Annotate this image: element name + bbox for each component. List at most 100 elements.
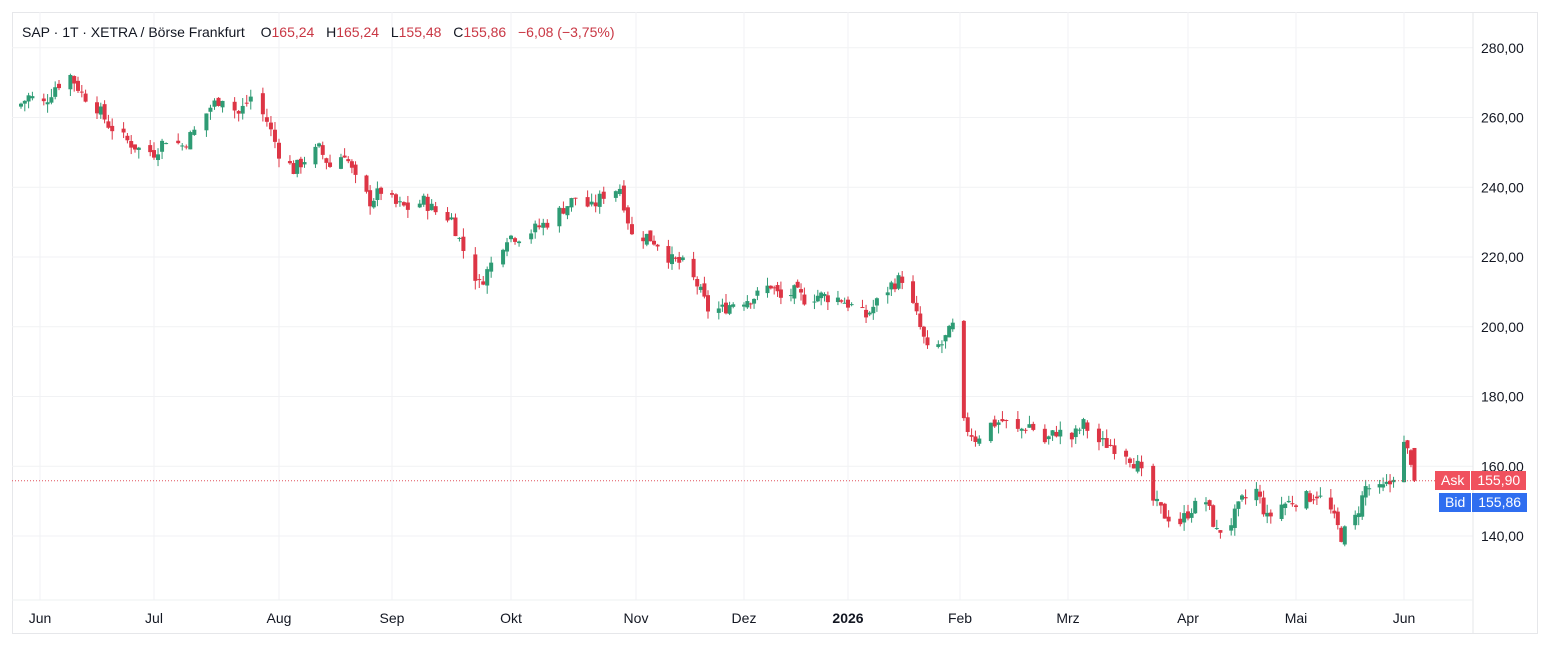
candle-down xyxy=(1031,423,1036,430)
candle-down xyxy=(393,194,398,204)
candle-up xyxy=(613,191,618,198)
candle-down xyxy=(973,436,978,442)
time-tick-label: Jun xyxy=(29,610,52,626)
candle-up xyxy=(541,222,546,228)
candle-down xyxy=(461,236,466,251)
candle-up xyxy=(505,242,510,252)
bid-value: 155,86 xyxy=(1471,492,1528,512)
candle-down xyxy=(298,158,303,168)
candle-up xyxy=(1236,501,1241,509)
candle-up xyxy=(716,308,721,313)
price-axis: 280,00 260,00 240,00 220,00 200,00 180,00 160,… xyxy=(1481,40,1524,544)
price-tick-label: 240,00 xyxy=(1481,179,1524,195)
candle-down xyxy=(655,244,660,247)
candle-down xyxy=(184,146,189,148)
candle-up xyxy=(752,298,757,304)
ask-price-tag: Ask 155,90 xyxy=(1435,470,1527,490)
candle-down xyxy=(621,185,626,211)
symbol-name: SAP xyxy=(22,24,50,40)
candle-up xyxy=(1232,508,1237,528)
candle-up xyxy=(849,304,854,306)
candle-down xyxy=(121,128,126,133)
candle-up xyxy=(529,233,534,240)
candle-up xyxy=(156,154,161,161)
candle-down xyxy=(1408,450,1413,465)
time-tick-label: Mai xyxy=(1285,610,1308,626)
candle-down xyxy=(1085,422,1090,431)
candle-down xyxy=(346,159,351,162)
price-tick-label: 180,00 xyxy=(1481,389,1524,405)
candle-down xyxy=(1218,530,1223,533)
candle-up xyxy=(1193,500,1198,514)
candle-down xyxy=(802,294,807,305)
candle-down xyxy=(236,111,241,114)
candle-down xyxy=(1158,502,1163,506)
candle-down xyxy=(1054,431,1059,437)
candle-down xyxy=(110,125,115,132)
candle-down xyxy=(1104,438,1109,448)
candle-down xyxy=(677,256,682,263)
candle-down xyxy=(961,320,966,419)
candle-up xyxy=(1254,488,1259,501)
candle-up xyxy=(812,301,817,303)
candle-down xyxy=(368,190,373,207)
candle-down xyxy=(706,295,710,312)
candle-down xyxy=(795,281,800,288)
candle-down xyxy=(57,83,61,89)
candle-down xyxy=(152,150,156,158)
candle-down xyxy=(1405,440,1410,449)
time-tick-label: Jul xyxy=(145,610,163,626)
candle-down xyxy=(405,202,410,210)
candle-down xyxy=(477,279,482,281)
candle-up xyxy=(885,292,890,296)
candle-up xyxy=(996,422,1001,425)
candle-down xyxy=(601,191,606,199)
candle-down xyxy=(1023,429,1028,431)
candle-up xyxy=(457,237,462,239)
candle-down xyxy=(1151,465,1156,501)
candle-up xyxy=(680,257,685,260)
candle-down xyxy=(914,302,919,312)
candle-up xyxy=(565,206,570,216)
candle-down xyxy=(125,135,130,141)
candle-down xyxy=(129,141,134,148)
candle-up xyxy=(1381,484,1386,488)
candle-down xyxy=(1332,510,1337,514)
candle-up xyxy=(792,285,797,299)
candle-up xyxy=(1135,460,1140,472)
candle-down xyxy=(772,287,777,289)
candle-down xyxy=(839,300,844,302)
time-tick-label: Feb xyxy=(948,610,972,626)
candle-up xyxy=(988,422,993,442)
candle-down xyxy=(445,212,450,221)
price-tick-label: 200,00 xyxy=(1481,319,1524,335)
candle-down xyxy=(892,283,897,290)
price-tick-label: 140,00 xyxy=(1481,528,1524,544)
candle-down xyxy=(1178,518,1183,525)
candle-up xyxy=(1058,429,1063,437)
candle-up xyxy=(248,96,253,102)
candle-down xyxy=(1162,503,1167,519)
candle-up xyxy=(19,103,23,107)
open-label: O xyxy=(260,24,272,40)
candle-down xyxy=(79,91,84,93)
candle-down xyxy=(1207,500,1212,506)
candle-down xyxy=(724,302,728,314)
high-label: H xyxy=(326,24,337,40)
candle-down xyxy=(1388,480,1393,485)
candle-down xyxy=(585,197,590,207)
candle-down xyxy=(291,163,296,174)
candle-down xyxy=(390,193,394,195)
candle-up xyxy=(617,188,622,195)
candle-up xyxy=(160,140,165,152)
candle-down xyxy=(1186,511,1190,519)
candle-up xyxy=(188,132,193,150)
candle-up xyxy=(1363,486,1368,498)
time-tick-label: Aug xyxy=(267,610,292,626)
low-label: L xyxy=(390,24,399,40)
candle-down xyxy=(537,225,542,228)
candle-up xyxy=(1182,513,1187,523)
candle-down xyxy=(353,164,358,175)
candle-up xyxy=(1265,512,1270,517)
